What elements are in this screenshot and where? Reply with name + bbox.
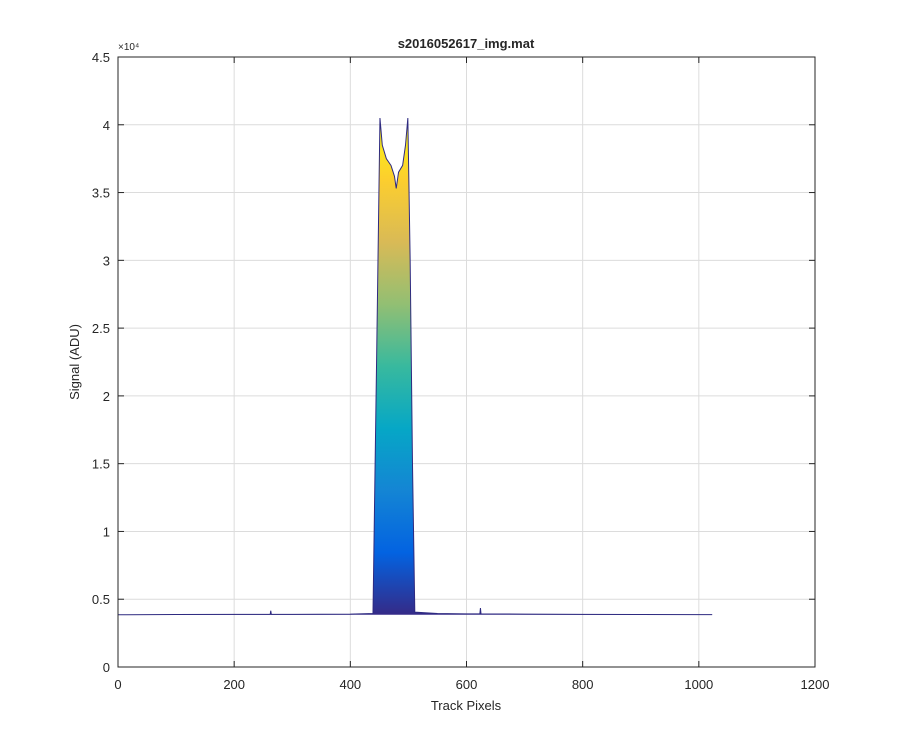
y-tick-label: 1 — [103, 524, 110, 539]
y-tick-label: 3 — [103, 253, 110, 268]
y-exponent: ×10⁴ — [118, 42, 139, 53]
y-tick-label: 4.5 — [92, 50, 110, 65]
chart-title: s2016052617_img.mat — [398, 36, 535, 51]
x-tick-label: 1000 — [684, 677, 713, 692]
y-tick-label: 2.5 — [92, 321, 110, 336]
x-tick-label: 600 — [456, 677, 478, 692]
x-tick-label: 400 — [339, 677, 361, 692]
y-tick-label: 4 — [103, 118, 110, 133]
y-tick-label: 0 — [103, 660, 110, 675]
y-tick-label: 0.5 — [92, 592, 110, 607]
y-tick-label: 2 — [103, 389, 110, 404]
x-tick-label: 200 — [223, 677, 245, 692]
x-axis-label: Track Pixels — [431, 698, 502, 713]
y-axis-label: Signal (ADU) — [67, 324, 82, 400]
y-tick-label: 3.5 — [92, 186, 110, 201]
y-tick-label: 1.5 — [92, 457, 110, 472]
data-line — [117, 117, 713, 616]
x-tick-label: 800 — [572, 677, 594, 692]
x-tick-label: 0 — [114, 677, 121, 692]
x-tick-label: 1200 — [801, 677, 830, 692]
